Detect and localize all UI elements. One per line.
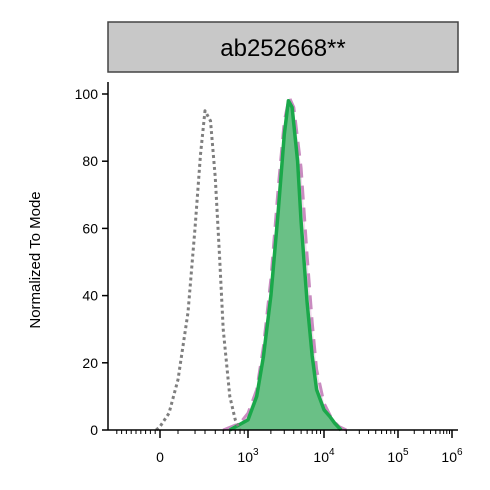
y-tick-label: 0 [90, 422, 98, 438]
series-2-line [228, 98, 343, 432]
y-tick-label: 100 [75, 86, 99, 102]
y-tick-label: 40 [82, 288, 98, 304]
chart-title: ab252668** [220, 35, 345, 62]
x-tick-label: 103 [237, 447, 259, 465]
x-tick-label: 0 [156, 449, 164, 465]
series-0-line [155, 109, 242, 432]
series-1-line [222, 95, 347, 432]
title-strip [107, 21, 459, 73]
y-tick-label: 20 [82, 355, 98, 371]
x-tick-label: 105 [387, 447, 409, 465]
x-tick-label: 106 [441, 447, 463, 465]
y-tick-label: 80 [82, 153, 98, 169]
y-axis-title: Normalized To Mode [27, 191, 44, 328]
y-tick-label: 60 [82, 220, 98, 236]
series-2-fill [229, 100, 342, 430]
plot-area [155, 95, 347, 432]
x-tick-label: 104 [313, 447, 335, 465]
axes: 0 20 40 60 80 100 0 103 104 105 106 [75, 82, 463, 465]
